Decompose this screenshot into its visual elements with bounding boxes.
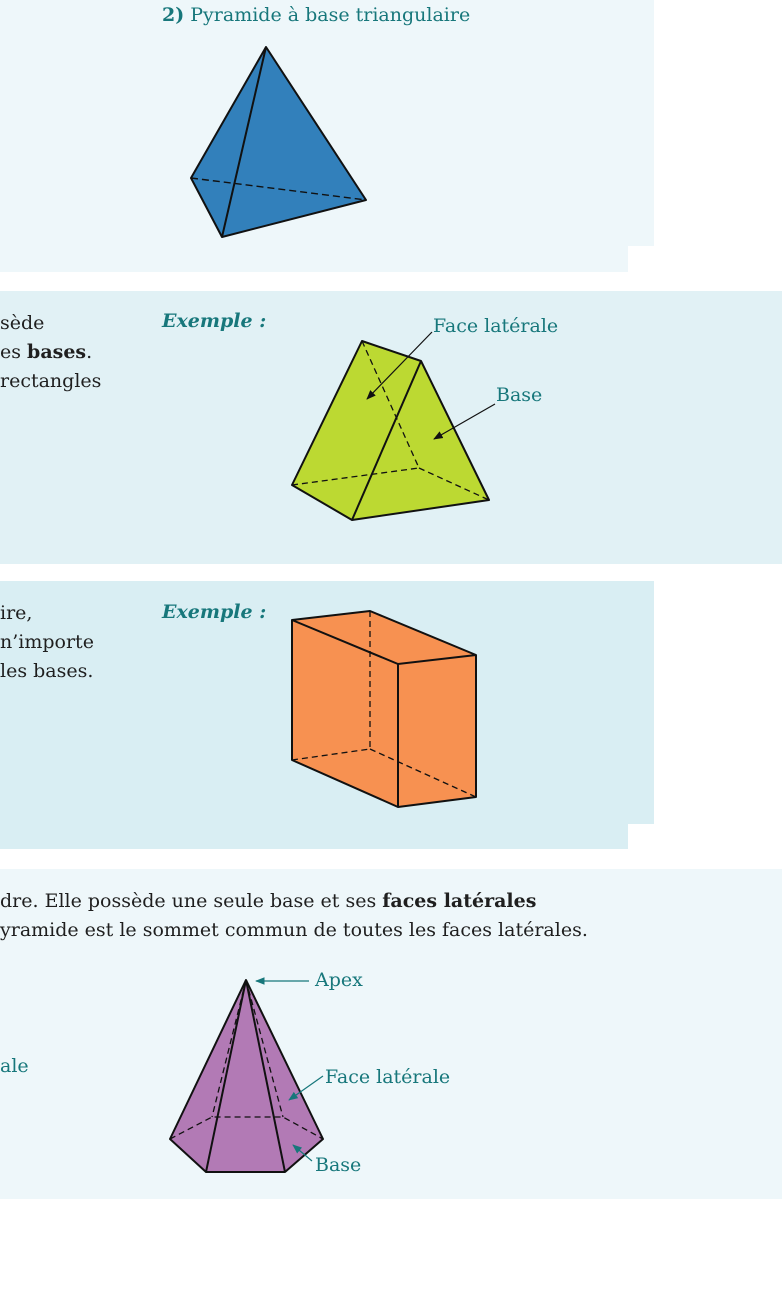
title-number: 2) xyxy=(162,4,185,26)
rectangular-box-figure xyxy=(291,610,477,808)
panel-pyramide-triangulaire-bottom xyxy=(0,246,628,272)
arrow-icon xyxy=(366,331,433,400)
prisme-text-line-2-prefix: es xyxy=(0,341,28,363)
triangular-prism-figure: Face latérale Base xyxy=(291,315,558,521)
title-text: Pyramide à base triangulaire xyxy=(190,4,471,26)
box-hidden-edge-2 xyxy=(291,748,371,761)
tetrahedron-hidden-edge xyxy=(190,177,367,201)
pyramid-edge-front-left xyxy=(205,979,247,1173)
prism-hidden-edge-2 xyxy=(291,467,420,486)
pyramid-hidden-edge-2 xyxy=(245,979,284,1118)
pyramid-edge-front-right xyxy=(245,979,286,1173)
arrow-icon xyxy=(292,1144,313,1162)
panel-pave-droit-bottom xyxy=(0,824,628,849)
prism-hidden-edge-3 xyxy=(418,467,490,501)
prism-hidden-edge-1 xyxy=(361,340,420,469)
hexagonal-pyramid-figure: Apex Face latérale Base xyxy=(169,969,450,1176)
label-apex: Apex xyxy=(314,969,363,991)
pyramide-text-faces-laterales: faces latérales xyxy=(382,890,537,912)
pave-text-line-2: n’importe xyxy=(0,631,94,653)
pyramid-hidden-base xyxy=(169,1116,324,1140)
prisme-text-bases: bases xyxy=(27,341,87,363)
pyramide-left-label-fragment: ale xyxy=(0,1055,29,1077)
arrow-icon xyxy=(433,403,496,440)
pyramid-body xyxy=(169,979,324,1173)
pave-text-line-1: ire, xyxy=(0,602,33,624)
tetrahedron-body xyxy=(190,46,367,238)
tetrahedron-front-edge xyxy=(221,46,267,238)
pave-text-line-3: les bases. xyxy=(0,660,94,682)
pyramide-text-line-1: dre. Elle possède une seule base et ses … xyxy=(0,887,536,916)
prisme-text-line-3: rectangles xyxy=(0,370,102,392)
label-face-laterale-pyramide: Face latérale xyxy=(325,1066,450,1088)
label-base: Base xyxy=(496,384,542,406)
exemple-label-pave: Exemple : xyxy=(162,601,267,623)
arrow-icon xyxy=(288,1075,324,1101)
panel-pyramide xyxy=(0,869,782,1199)
prisme-text-line-2-suffix: . xyxy=(86,341,93,363)
pyramid-hidden-edge-1 xyxy=(211,979,247,1118)
prisme-text-line-2: es bases. xyxy=(0,338,92,367)
exemple-label-prisme: Exemple : xyxy=(162,310,267,332)
label-face-laterale: Face latérale xyxy=(433,315,558,337)
tetrahedron-figure xyxy=(190,46,367,238)
pyramide-text-line-2: yramide est le sommet commun de toutes l… xyxy=(0,919,588,941)
pyramide-text-line-1-prefix: dre. Elle possède une seule base et ses xyxy=(0,890,383,912)
section-title-pyramide-triangulaire: 2) Pyramide à base triangulaire xyxy=(162,1,470,30)
box-body xyxy=(291,610,477,808)
prisme-text-line-1: sède xyxy=(0,312,45,334)
prism-front-edge xyxy=(351,360,422,521)
label-base-pyramide: Base xyxy=(315,1154,361,1176)
